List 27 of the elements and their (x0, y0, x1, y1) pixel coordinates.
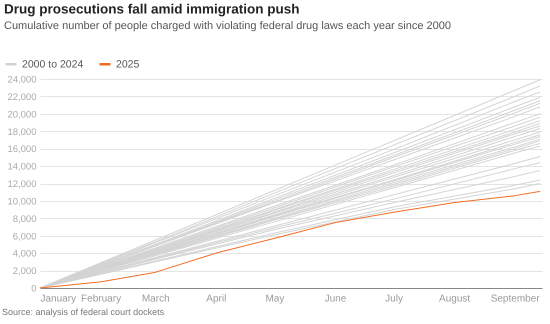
y-tick-label: 22,000 (7, 92, 36, 103)
y-tick-label: 14,000 (7, 162, 36, 173)
y-tick-label: 16,000 (7, 144, 36, 156)
y-tick-label: 4,000 (12, 248, 36, 260)
y-tick-label: 0 (31, 284, 36, 294)
y-tick-label: 18,000 (7, 126, 36, 138)
x-tick-label: January (40, 294, 76, 304)
chart-title: Drug prosecutions fall amid immigration push (4, 2, 300, 16)
legend-label: 2025 (116, 58, 140, 70)
y-tick-label: 2,000 (12, 266, 36, 278)
y-tick-label: 12,000 (7, 179, 36, 190)
y-tick-label: 8,000 (12, 214, 36, 225)
y-tick-label: 10,000 (7, 196, 36, 208)
y-tick-label: 20,000 (7, 109, 36, 120)
x-tick-label: March (142, 294, 170, 304)
x-tick-label: September (490, 294, 540, 304)
x-tick-label: May (265, 294, 284, 304)
x-tick-label: February (81, 294, 122, 304)
y-tick-label: 6,000 (12, 231, 36, 242)
x-tick-label: April (206, 294, 226, 304)
y-tick-label: 24,000 (7, 74, 36, 86)
chart-subtitle: Cumulative number of people charged with violating federal drug laws each year since 2000 (4, 20, 451, 32)
source-note: Source: analysis of federal court dockets (2, 307, 166, 317)
x-tick-label: August (439, 294, 470, 304)
legend-label: 2000 to 2024 (22, 58, 84, 70)
x-tick-label: June (324, 294, 347, 304)
x-tick-label: July (385, 294, 403, 304)
